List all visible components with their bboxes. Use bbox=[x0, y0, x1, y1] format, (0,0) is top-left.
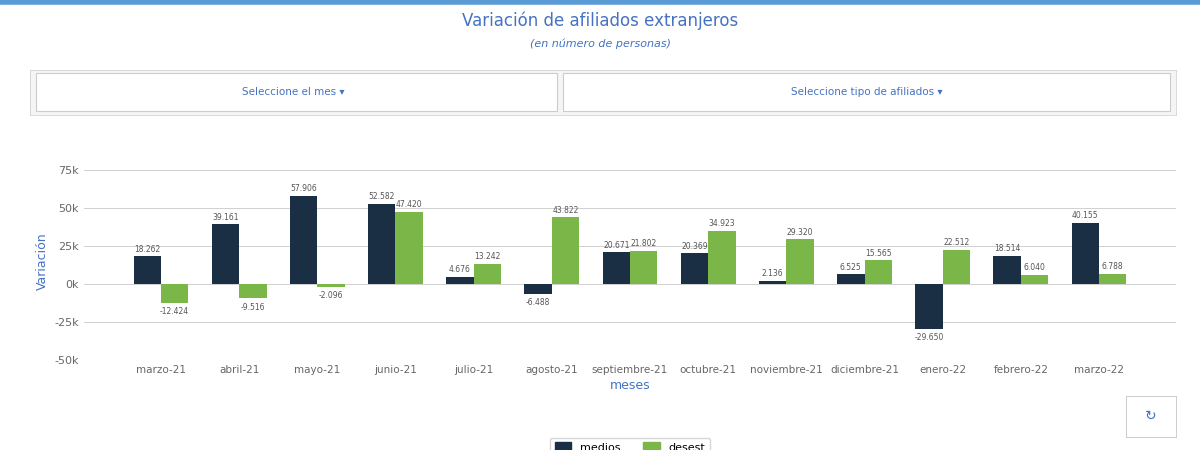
Bar bbox=[552, 217, 580, 284]
Bar bbox=[1099, 274, 1127, 284]
Bar bbox=[524, 284, 552, 294]
Bar bbox=[630, 251, 658, 284]
Bar bbox=[758, 281, 786, 284]
Text: 40.155: 40.155 bbox=[1072, 212, 1099, 220]
FancyBboxPatch shape bbox=[563, 73, 1170, 111]
Text: 21.802: 21.802 bbox=[630, 239, 656, 248]
Text: 22.512: 22.512 bbox=[943, 238, 970, 247]
Text: 6.525: 6.525 bbox=[840, 263, 862, 272]
Text: 15.565: 15.565 bbox=[865, 249, 892, 258]
Text: ↻: ↻ bbox=[1145, 409, 1157, 423]
Text: 6.788: 6.788 bbox=[1102, 262, 1123, 271]
Text: 43.822: 43.822 bbox=[552, 206, 578, 215]
Text: 4.676: 4.676 bbox=[449, 266, 470, 274]
Text: Seleccione el mes ▾: Seleccione el mes ▾ bbox=[242, 87, 344, 97]
Bar bbox=[1072, 223, 1099, 284]
Bar bbox=[290, 196, 317, 284]
Text: 34.923: 34.923 bbox=[708, 219, 736, 228]
Text: -29.650: -29.650 bbox=[914, 333, 943, 342]
Text: 39.161: 39.161 bbox=[212, 213, 239, 222]
Bar bbox=[994, 256, 1021, 284]
Text: 2.136: 2.136 bbox=[762, 269, 784, 278]
Bar bbox=[239, 284, 266, 298]
Text: 13.242: 13.242 bbox=[474, 252, 500, 261]
Bar bbox=[1021, 274, 1048, 284]
Bar bbox=[212, 224, 239, 284]
Bar bbox=[708, 231, 736, 284]
Text: 20.671: 20.671 bbox=[604, 241, 630, 250]
Text: Variación de afiliados extranjeros: Variación de afiliados extranjeros bbox=[462, 11, 738, 30]
Bar bbox=[317, 284, 344, 287]
Text: 52.582: 52.582 bbox=[368, 193, 395, 202]
Text: -6.488: -6.488 bbox=[526, 298, 551, 307]
Bar bbox=[161, 284, 188, 303]
Text: -2.096: -2.096 bbox=[319, 291, 343, 300]
Bar bbox=[446, 277, 474, 284]
Text: 57.906: 57.906 bbox=[290, 184, 317, 194]
FancyBboxPatch shape bbox=[36, 73, 557, 111]
Text: 29.320: 29.320 bbox=[787, 228, 814, 237]
Text: 20.369: 20.369 bbox=[682, 242, 708, 251]
Legend: medios, desest: medios, desest bbox=[551, 438, 709, 450]
Text: 18.514: 18.514 bbox=[994, 244, 1020, 253]
Text: 18.262: 18.262 bbox=[134, 245, 161, 254]
Text: -12.424: -12.424 bbox=[160, 307, 190, 316]
Bar bbox=[133, 256, 161, 284]
Bar bbox=[916, 284, 943, 329]
Bar bbox=[838, 274, 864, 284]
Text: 47.420: 47.420 bbox=[396, 200, 422, 209]
Bar bbox=[680, 253, 708, 284]
Bar bbox=[368, 204, 396, 284]
Bar bbox=[786, 239, 814, 284]
Y-axis label: Variación: Variación bbox=[36, 232, 49, 290]
Bar bbox=[396, 212, 422, 284]
X-axis label: meses: meses bbox=[610, 379, 650, 392]
Text: Seleccione tipo de afiliados ▾: Seleccione tipo de afiliados ▾ bbox=[791, 87, 942, 97]
Bar bbox=[474, 264, 502, 284]
Text: (en número de personas): (en número de personas) bbox=[529, 38, 671, 49]
Bar bbox=[864, 260, 892, 284]
Bar bbox=[943, 250, 970, 284]
Text: 6.040: 6.040 bbox=[1024, 263, 1045, 272]
Bar bbox=[602, 252, 630, 284]
Text: -9.516: -9.516 bbox=[240, 302, 265, 311]
